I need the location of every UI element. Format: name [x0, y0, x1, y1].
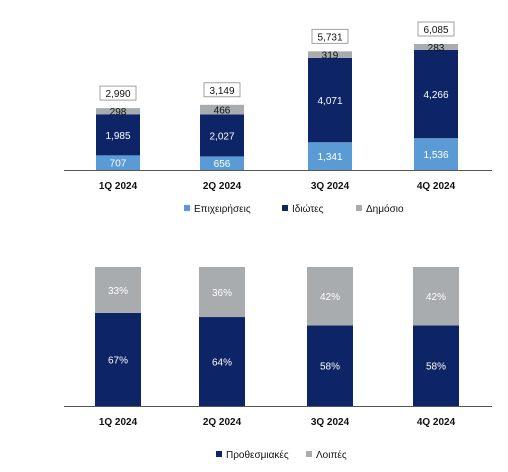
- total-box: [311, 28, 349, 44]
- data-label: 656: [214, 159, 231, 170]
- data-label: 1,341: [317, 152, 342, 163]
- x-tick-label: 4Q 2024: [417, 417, 456, 428]
- bar-segment-Λοιπές-4Q 2024: [413, 267, 459, 326]
- data-label: 4,071: [317, 96, 342, 107]
- legend-swatch: [356, 205, 362, 211]
- x-tick-label: 1Q 2024: [99, 417, 138, 428]
- bar-segment-Λοιπές-1Q 2024: [95, 267, 141, 313]
- x-tick-label: 3Q 2024: [311, 417, 350, 428]
- total-box: [203, 82, 241, 98]
- bar-segment-Προθεσμιακές-2Q 2024: [199, 317, 245, 406]
- data-label: 319: [322, 51, 339, 62]
- total-label: 6,085: [423, 25, 448, 36]
- percent-label: 42%: [320, 292, 340, 303]
- x-tick-label: 2Q 2024: [203, 417, 242, 428]
- x-tick-label: 1Q 2024: [99, 181, 138, 192]
- legend-label: Προθεσμιακές: [226, 449, 289, 461]
- bar-segment-Δημόσιο-2Q 2024: [200, 104, 244, 115]
- data-label: 466: [214, 106, 231, 117]
- percent-label: 64%: [212, 358, 232, 369]
- legend-swatch: [306, 451, 312, 457]
- legend-label: Ιδιώτες: [292, 203, 324, 215]
- data-label: 283: [428, 43, 445, 54]
- legend-label: Δημόσιο: [366, 203, 404, 215]
- bar-segment-Λοιπές-3Q 2024: [307, 267, 353, 326]
- total-box: [99, 85, 137, 101]
- percent-label: 58%: [426, 362, 446, 373]
- total-label: 2,990: [105, 89, 130, 100]
- data-label: 1,985: [105, 131, 130, 142]
- bar-segment-Δημόσιο-1Q 2024: [96, 108, 140, 115]
- data-label: 707: [110, 159, 127, 170]
- legend-label: Λοιπές: [316, 449, 347, 461]
- legend-swatch: [184, 205, 190, 211]
- bar-segment-Ιδιώτες-1Q 2024: [96, 114, 140, 156]
- bar-segment-Επιχειρήσεις-2Q 2024: [200, 156, 244, 170]
- bar-segment-Δημόσιο-4Q 2024: [414, 44, 458, 50]
- percent-label: 36%: [212, 288, 232, 299]
- bar-segment-Επιχειρήσεις-3Q 2024: [308, 142, 352, 170]
- percent-label: 58%: [320, 362, 340, 373]
- bar-segment-Επιχειρήσεις-4Q 2024: [414, 138, 458, 170]
- legend-label: Επιχειρήσεις: [194, 203, 251, 215]
- legend-swatch: [216, 451, 222, 457]
- total-label: 3,149: [209, 86, 234, 97]
- bar-segment-Επιχειρήσεις-1Q 2024: [96, 155, 140, 170]
- bar-segment-Ιδιώτες-2Q 2024: [200, 114, 244, 157]
- x-tick-label: 2Q 2024: [203, 181, 242, 192]
- data-label: 298: [110, 107, 127, 118]
- total-label: 5,731: [317, 32, 342, 43]
- x-tick-label: 4Q 2024: [417, 181, 456, 192]
- percent-label: 33%: [108, 286, 128, 297]
- x-tick-label: 3Q 2024: [311, 181, 350, 192]
- bar-segment-Προθεσμιακές-4Q 2024: [413, 325, 459, 406]
- percent-label: 67%: [108, 355, 128, 366]
- bar-segment-Λοιπές-2Q 2024: [199, 267, 245, 318]
- data-label: 1,536: [423, 150, 448, 161]
- data-label: 2,027: [209, 131, 234, 142]
- total-box: [417, 21, 455, 37]
- bar-segment-Δημόσιο-3Q 2024: [308, 51, 352, 58]
- bar-segment-Ιδιώτες-4Q 2024: [414, 49, 458, 139]
- data-label: 4,266: [423, 90, 448, 101]
- bar-segment-Προθεσμιακές-1Q 2024: [95, 312, 141, 406]
- legend-swatch: [282, 205, 288, 211]
- bar-segment-Προθεσμιακές-3Q 2024: [307, 325, 353, 406]
- bar-segment-Ιδιώτες-3Q 2024: [308, 57, 352, 143]
- percent-label: 42%: [426, 292, 446, 303]
